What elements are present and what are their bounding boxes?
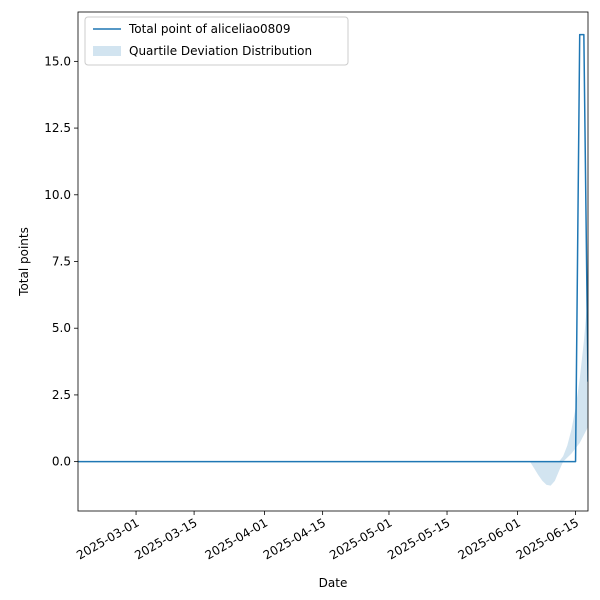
y-tick-label: 10.0 bbox=[44, 188, 71, 202]
x-axis-label: Date bbox=[319, 576, 348, 590]
series-line bbox=[78, 33, 588, 463]
y-tick-label: 7.5 bbox=[52, 255, 71, 269]
legend: Total point of aliceliao0809 Quartile Dev… bbox=[84, 16, 349, 66]
y-tick-label: 15.0 bbox=[44, 54, 71, 68]
band-area bbox=[529, 293, 588, 486]
y-axis-label: Total points bbox=[17, 227, 31, 297]
y-tick-label: 5.0 bbox=[52, 321, 71, 335]
legend-entry-label: Total point of aliceliao0809 bbox=[128, 22, 291, 36]
plot-area bbox=[78, 33, 588, 486]
y-tick-label: 2.5 bbox=[52, 388, 71, 402]
legend-band-swatch bbox=[93, 46, 121, 56]
legend-box bbox=[84, 16, 349, 66]
y-tick-label: 0.0 bbox=[52, 455, 71, 469]
y-tick-label: 12.5 bbox=[44, 121, 71, 135]
legend-entry-label: Quartile Deviation Distribution bbox=[129, 44, 312, 58]
